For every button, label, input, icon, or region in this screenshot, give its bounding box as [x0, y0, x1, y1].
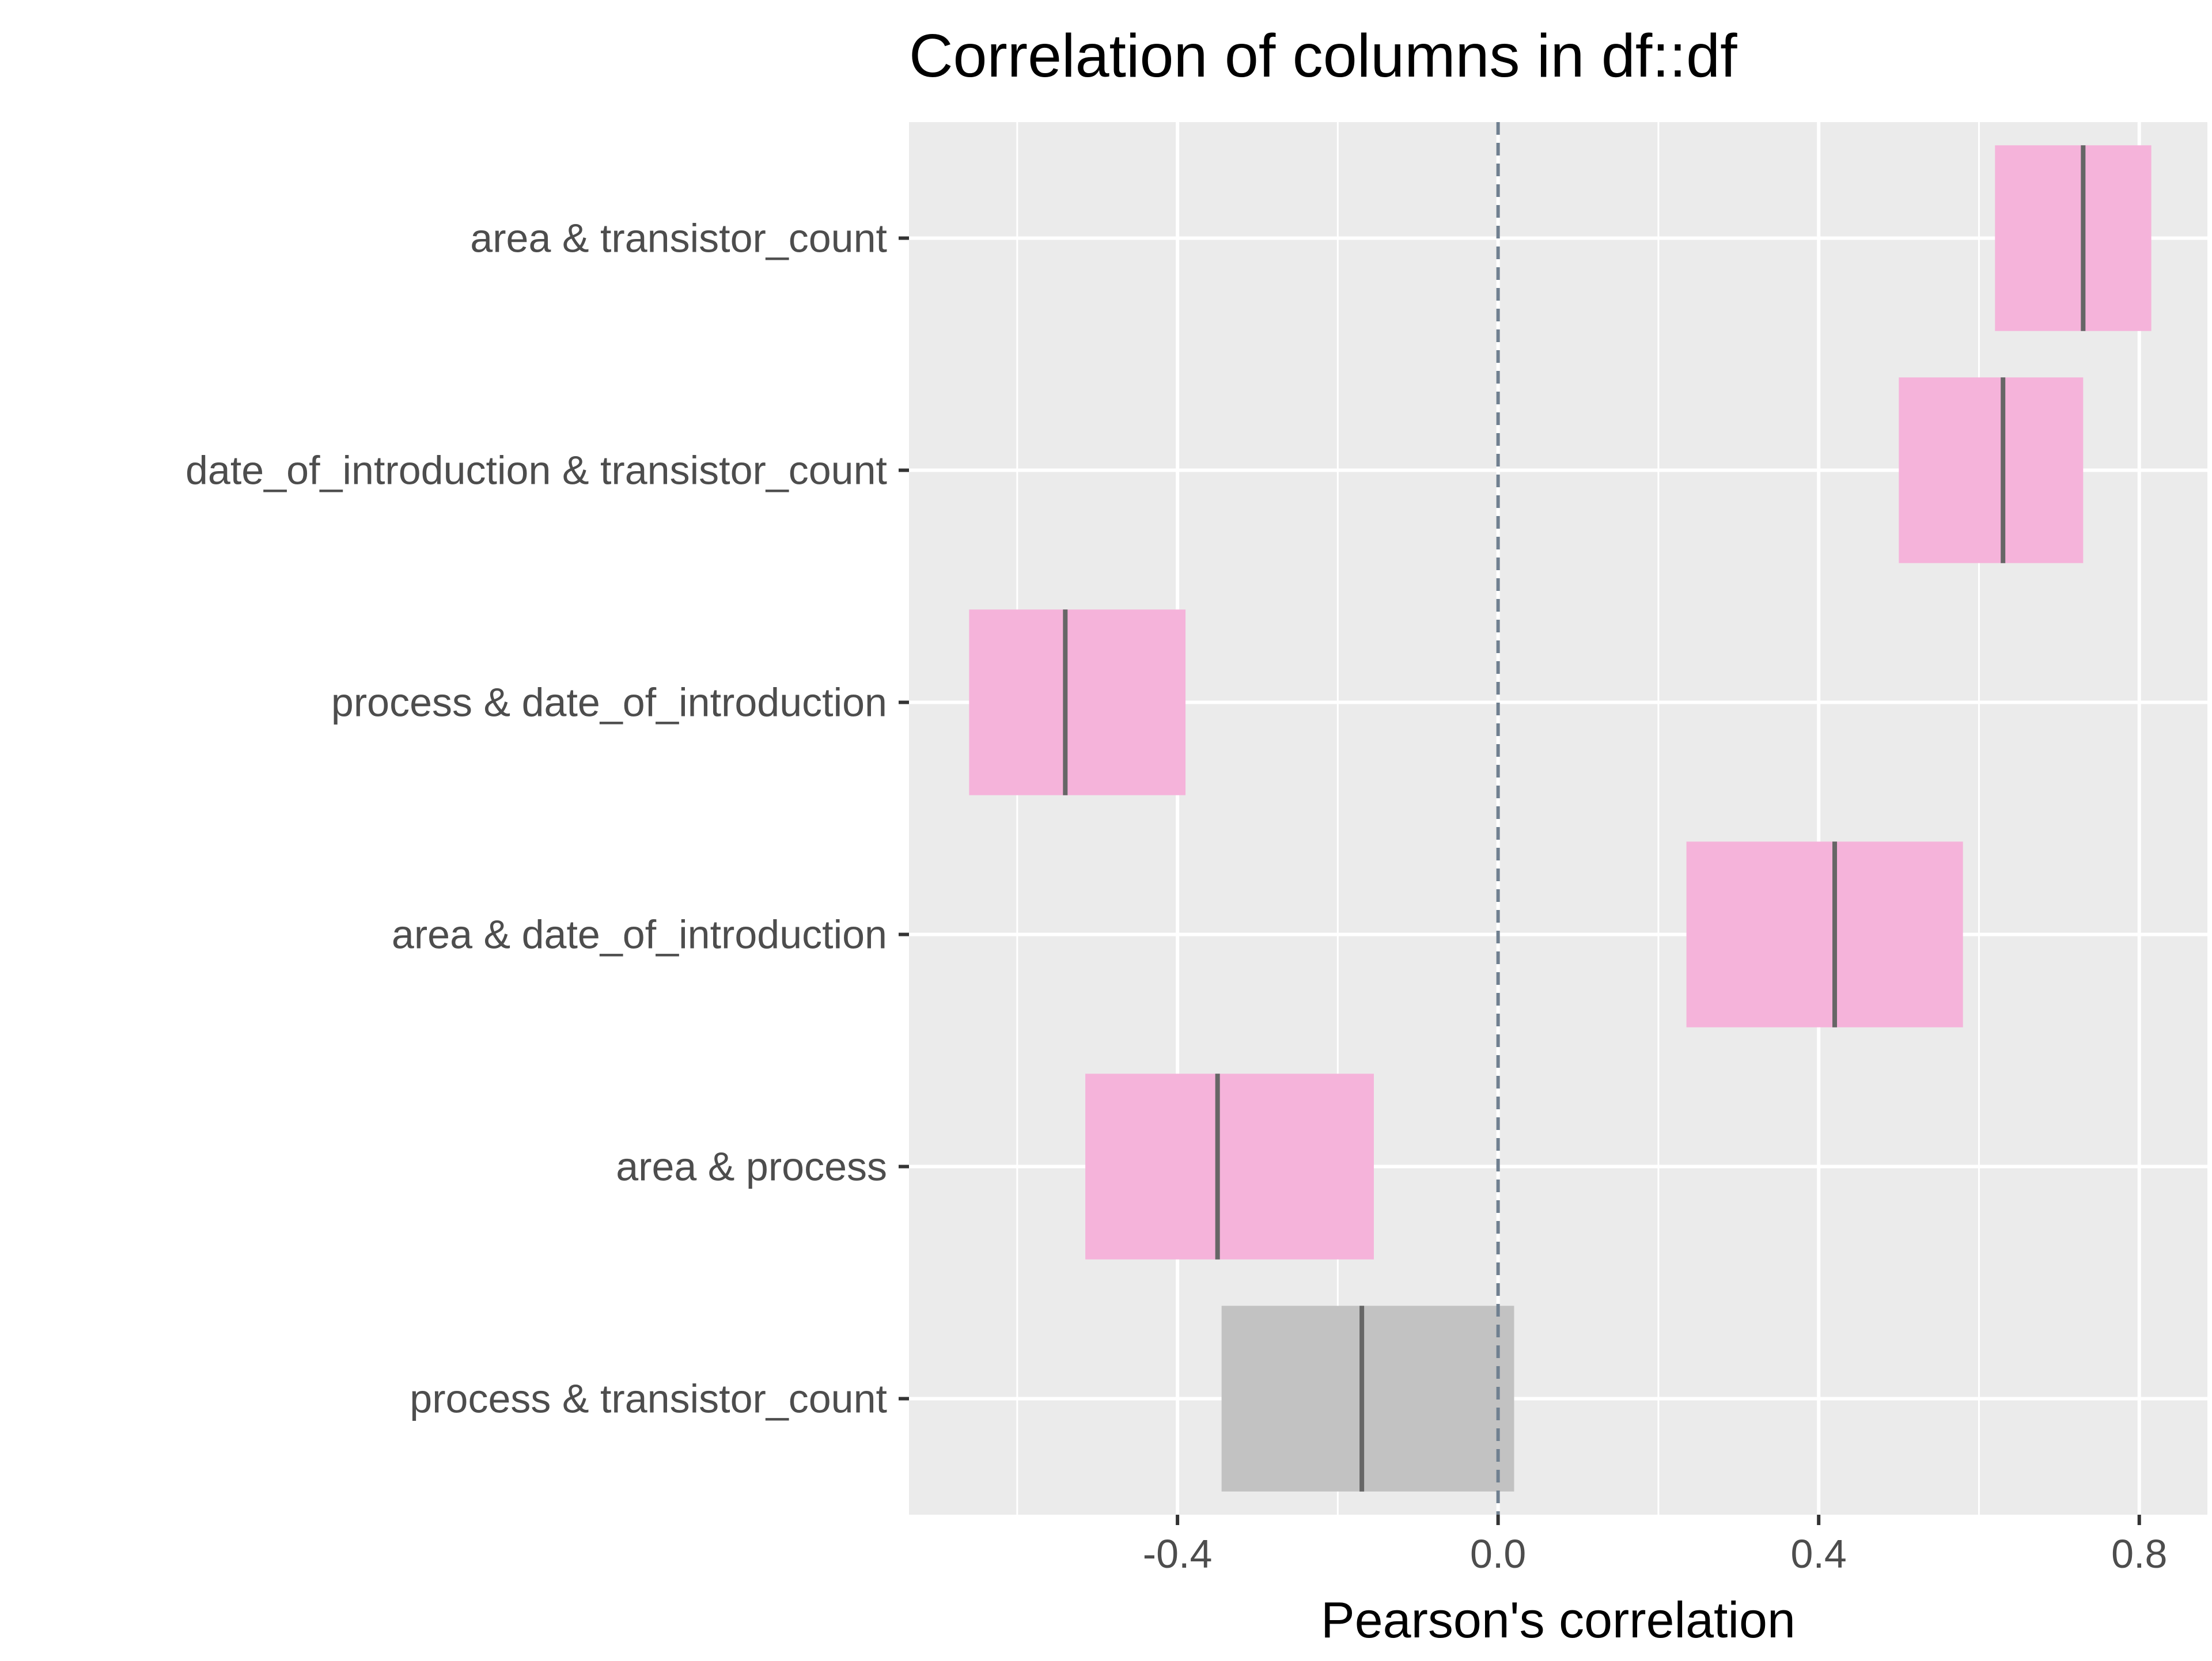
- plot-panel: [909, 122, 2207, 1515]
- y-tick-label: area & transistor_count: [470, 216, 887, 261]
- confidence-interval-bar: [969, 609, 1186, 795]
- y-tick-label: date_of_introduction & transistor_count: [185, 448, 887, 493]
- y-tick-label: area & process: [616, 1144, 887, 1189]
- y-tick-label: area & date_of_introduction: [392, 912, 887, 957]
- chart-title: Correlation of columns in df::df: [909, 22, 1737, 90]
- y-axis: area & transistor_count date_of_introduct…: [185, 216, 909, 1421]
- confidence-interval-bar: [1085, 1074, 1374, 1260]
- x-tick-label: -0.4: [1143, 1531, 1213, 1576]
- x-axis-title: Pearson's correlation: [1321, 1591, 1796, 1648]
- y-tick-label: process & transistor_count: [410, 1376, 887, 1421]
- x-tick-label: 0.8: [2111, 1531, 2167, 1576]
- x-axis: -0.4 0.0 0.4 0.8: [1143, 1515, 2167, 1576]
- confidence-interval-bar: [1686, 841, 1963, 1027]
- interval-bars: [969, 145, 2152, 1492]
- confidence-interval-bar: [1221, 1306, 1514, 1492]
- confidence-interval-bar: [1995, 145, 2152, 331]
- x-tick-label: 0.0: [1470, 1531, 1526, 1576]
- confidence-interval-bar: [1899, 377, 2084, 563]
- y-tick-label: process & date_of_introduction: [331, 680, 887, 725]
- x-tick-label: 0.4: [1791, 1531, 1847, 1576]
